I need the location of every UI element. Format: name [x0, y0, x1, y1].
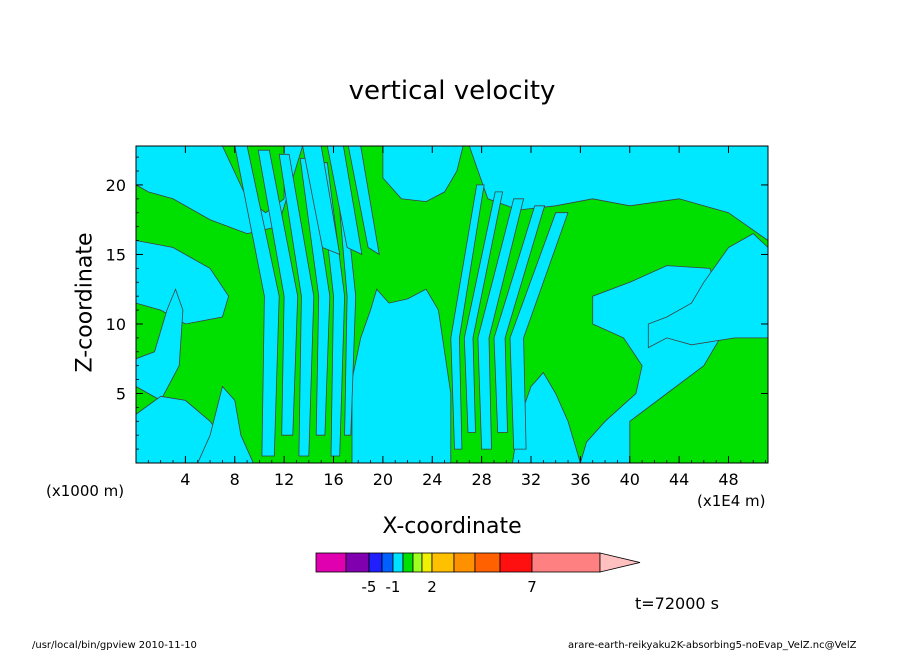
negative-region-left-mid — [136, 240, 230, 325]
colorbar: -5 -1 2 7 — [315, 552, 641, 596]
velocity-field — [136, 146, 768, 463]
x-tick-label: 8 — [230, 470, 240, 489]
stripe-right-3 — [477, 198, 525, 450]
x-tick-label: 4 — [180, 470, 190, 489]
plot-frame — [135, 145, 769, 464]
colorbar-bin — [453, 552, 476, 573]
negative-region-right-mid — [647, 233, 768, 349]
stripe-left-5 — [318, 162, 346, 457]
colorbar-label: 7 — [527, 578, 537, 596]
y-tick-label: 10 — [106, 315, 126, 334]
x-tick-label: 28 — [471, 470, 491, 489]
y-tick-label: 15 — [106, 245, 126, 264]
stripe-upper-1 — [302, 146, 341, 256]
stripe-left-1 — [234, 146, 280, 457]
colorbar-label: -5 — [362, 578, 377, 596]
colorbar-bin — [392, 552, 404, 573]
x-tick-label: 24 — [422, 470, 442, 489]
stripe-left-3 — [278, 153, 315, 457]
x-tick-label: 16 — [323, 470, 343, 489]
colorbar-bin — [412, 552, 423, 573]
x-tick-label: 40 — [620, 470, 640, 489]
colorbar-bin — [345, 552, 370, 573]
colorbar-bin — [315, 552, 347, 573]
stripe-right-1 — [450, 184, 485, 450]
footer-left: /usr/local/bin/gpview 2010-11-10 — [32, 640, 197, 651]
stripe-left-2 — [257, 149, 299, 436]
footer-right: arare-earth-reikyaku2K-absorbing5-noEvap… — [568, 640, 857, 651]
x-tick-label: 44 — [669, 470, 689, 489]
x-tick-label: 12 — [274, 470, 294, 489]
x-axis-label: X-coordinate — [382, 514, 522, 539]
x-unit-right: (x1E4 m) — [697, 492, 766, 510]
x-tick-label: 20 — [373, 470, 393, 489]
negative-region-center-top — [382, 146, 464, 203]
stripe-right-2 — [463, 191, 504, 433]
colorbar-bin — [402, 552, 414, 573]
x-tick-label: 32 — [521, 470, 541, 489]
colorbar-bin — [431, 552, 455, 573]
chart-title: vertical velocity — [348, 76, 556, 106]
time-label: t=72000 s — [635, 594, 719, 613]
stripe-right-4 — [493, 205, 546, 433]
x-tick-label: 36 — [570, 470, 590, 489]
negative-region-center-plume — [351, 288, 452, 463]
colorbar-bin — [368, 552, 383, 573]
colorbar-bin — [421, 552, 433, 573]
y-tick-label: 5 — [116, 384, 126, 403]
stripe-right-5 — [509, 212, 569, 450]
colorbar-bin — [474, 552, 501, 573]
x-unit-left: (x1000 m) — [46, 482, 125, 500]
colorbar-bin — [499, 552, 533, 573]
negative-region-left-low — [136, 288, 184, 401]
colorbar-arrow — [599, 552, 641, 573]
stripe-upper-2 — [326, 146, 363, 256]
negative-region-top-right — [468, 146, 768, 241]
colorbar-label: 2 — [427, 578, 437, 596]
y-tick-label: 20 — [106, 176, 126, 195]
colorbar-bin — [531, 552, 601, 573]
negative-region-bottom-left-2 — [197, 385, 254, 463]
stripe-upper-3 — [347, 146, 380, 256]
colorbar-label: -1 — [386, 578, 401, 596]
colorbar-bin — [381, 552, 394, 573]
x-tick-label: 48 — [718, 470, 738, 489]
